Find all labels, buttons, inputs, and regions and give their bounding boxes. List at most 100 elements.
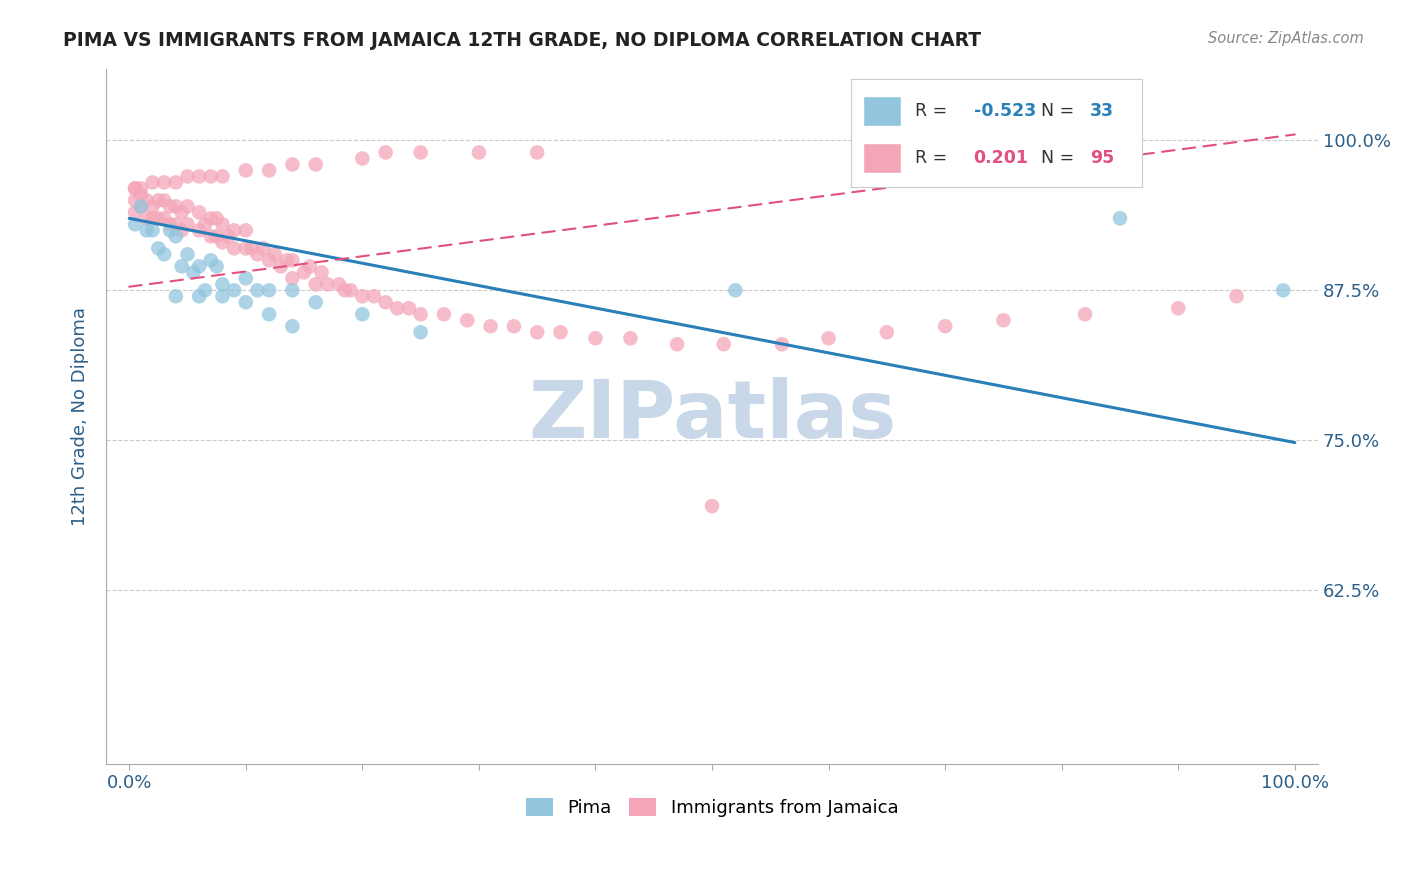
Point: [148, 194, 170, 208]
Point: [124, 181, 146, 195]
Point: [211, 277, 233, 292]
Point: [211, 235, 233, 250]
Point: [934, 319, 956, 334]
Point: [176, 199, 198, 213]
Point: [170, 260, 193, 274]
Point: [124, 205, 146, 219]
Point: [305, 157, 328, 171]
Point: [217, 229, 239, 244]
Point: [298, 260, 321, 274]
Point: [148, 241, 170, 255]
Point: [374, 145, 396, 160]
Point: [374, 295, 396, 310]
Point: [165, 175, 187, 189]
Point: [235, 295, 257, 310]
Point: [129, 199, 152, 213]
Point: [1074, 307, 1097, 321]
Point: [188, 205, 211, 219]
Point: [246, 247, 269, 261]
Point: [468, 145, 491, 160]
Point: [316, 277, 339, 292]
Point: [188, 260, 211, 274]
Point: [135, 194, 157, 208]
Point: [713, 337, 735, 351]
Y-axis label: 12th Grade, No Diploma: 12th Grade, No Diploma: [72, 307, 89, 525]
Point: [409, 325, 432, 339]
Point: [305, 277, 328, 292]
Point: [141, 211, 163, 226]
Point: [270, 260, 292, 274]
Point: [205, 211, 228, 226]
Point: [328, 277, 350, 292]
Point: [200, 229, 222, 244]
Point: [352, 289, 374, 303]
Point: [993, 313, 1015, 327]
Point: [188, 289, 211, 303]
Point: [211, 289, 233, 303]
Point: [200, 169, 222, 184]
Point: [456, 313, 478, 327]
Point: [129, 199, 152, 213]
Point: [281, 271, 304, 285]
Point: [165, 199, 187, 213]
Point: [1109, 211, 1132, 226]
Point: [724, 283, 747, 297]
Point: [224, 283, 246, 297]
Point: [211, 218, 233, 232]
Point: [409, 307, 432, 321]
Point: [159, 199, 181, 213]
Point: [257, 253, 280, 268]
Point: [770, 337, 793, 351]
Point: [479, 319, 502, 334]
Point: [159, 223, 181, 237]
Point: [666, 337, 689, 351]
Point: [281, 253, 304, 268]
Text: Source: ZipAtlas.com: Source: ZipAtlas.com: [1208, 31, 1364, 46]
Point: [153, 194, 176, 208]
Point: [159, 218, 181, 232]
Point: [129, 181, 152, 195]
Point: [153, 211, 176, 226]
Point: [224, 241, 246, 255]
Point: [700, 499, 723, 513]
Point: [124, 181, 146, 195]
Point: [257, 163, 280, 178]
Point: [176, 218, 198, 232]
Point: [176, 169, 198, 184]
Point: [165, 229, 187, 244]
Point: [170, 223, 193, 237]
Point: [281, 319, 304, 334]
Point: [224, 223, 246, 237]
Point: [876, 325, 898, 339]
Point: [240, 241, 263, 255]
Point: [257, 283, 280, 297]
Point: [619, 331, 641, 345]
Text: PIMA VS IMMIGRANTS FROM JAMAICA 12TH GRADE, NO DIPLOMA CORRELATION CHART: PIMA VS IMMIGRANTS FROM JAMAICA 12TH GRA…: [63, 31, 981, 50]
Point: [526, 145, 548, 160]
Point: [183, 265, 205, 279]
Point: [433, 307, 456, 321]
Point: [235, 163, 257, 178]
Point: [153, 175, 176, 189]
Point: [363, 289, 385, 303]
Point: [1225, 289, 1247, 303]
Point: [257, 307, 280, 321]
Point: [188, 169, 211, 184]
Point: [311, 265, 333, 279]
Point: [264, 247, 287, 261]
Point: [292, 265, 315, 279]
Point: [135, 211, 157, 226]
Point: [281, 157, 304, 171]
Point: [333, 283, 356, 297]
Point: [352, 307, 374, 321]
Point: [194, 283, 217, 297]
Point: [1167, 301, 1189, 316]
Point: [124, 218, 146, 232]
Point: [387, 301, 409, 316]
Point: [129, 187, 152, 202]
Point: [165, 218, 187, 232]
Point: [200, 253, 222, 268]
Point: [165, 289, 187, 303]
Point: [585, 331, 607, 345]
Point: [398, 301, 420, 316]
